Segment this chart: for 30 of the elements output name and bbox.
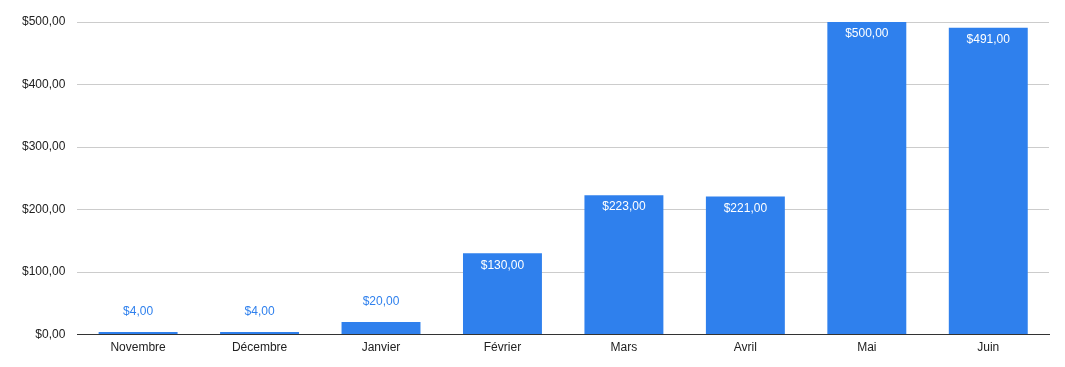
data-label: $4,00 [244, 304, 275, 319]
bar [948, 27, 1028, 335]
x-tick-label: Février [483, 340, 522, 355]
data-label: $20,00 [362, 294, 400, 309]
data-label: $4,00 [123, 304, 154, 319]
x-tick-label: Décembre [231, 340, 288, 355]
x-tick-label: Mai [857, 340, 877, 355]
x-tick-label: Juin [977, 340, 1000, 355]
x-tick-label: Novembre [110, 340, 167, 355]
bar [705, 196, 785, 335]
y-tick-label: $200,00 [21, 201, 66, 216]
y-tick-label: $0,00 [35, 326, 66, 341]
data-label: $500,00 [845, 26, 889, 41]
bar [220, 332, 300, 335]
y-tick-label: $100,00 [21, 264, 66, 279]
data-label: $223,00 [602, 199, 646, 214]
data-label: $221,00 [723, 200, 768, 215]
y-tick-label: $500,00 [21, 14, 66, 29]
bar [584, 195, 664, 335]
bar [827, 22, 907, 335]
data-label: $130,00 [480, 257, 525, 272]
y-tick-label: $300,00 [21, 139, 66, 154]
x-tick-label: Mars [610, 340, 638, 355]
y-tick-label: $400,00 [21, 76, 66, 91]
x-tick-label: Janvier [361, 340, 401, 355]
x-tick-label: Avril [733, 340, 757, 355]
bar [462, 253, 542, 335]
bar [341, 322, 421, 335]
bar [98, 332, 178, 335]
data-label: $491,00 [966, 31, 1011, 46]
